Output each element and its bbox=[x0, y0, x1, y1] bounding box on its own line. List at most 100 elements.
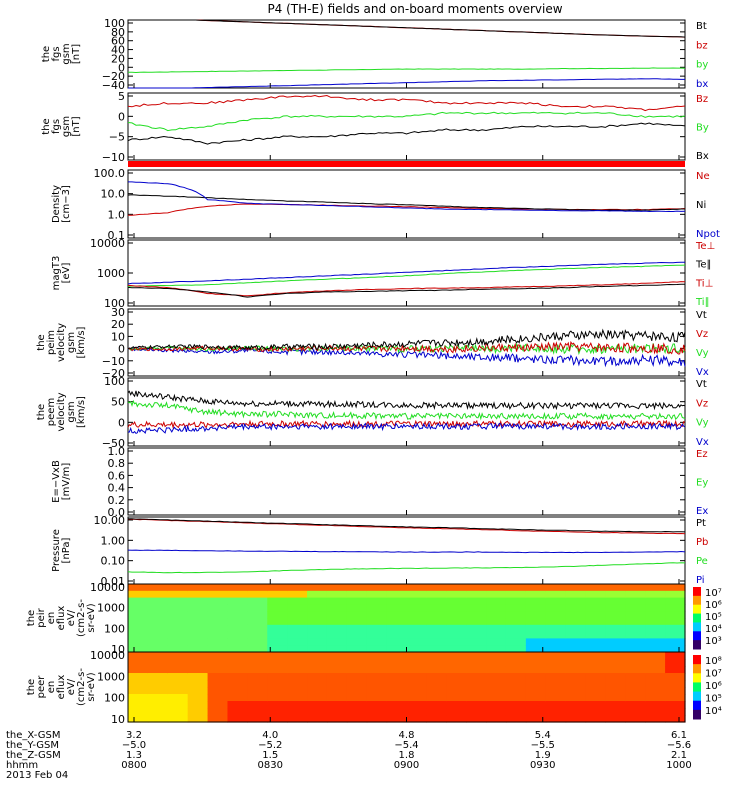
legend-entry: Ni bbox=[696, 200, 706, 211]
legend-entry: bz bbox=[696, 40, 708, 51]
heatmap-cell bbox=[605, 584, 626, 592]
x-axis-value: 1.5 bbox=[262, 750, 278, 761]
y-tick-label: 100 bbox=[104, 17, 125, 30]
heatmap-cell bbox=[227, 631, 248, 639]
y-axis-label: [nT] bbox=[71, 44, 82, 64]
x-axis-value: 6.1 bbox=[671, 730, 687, 741]
heatmap-cell bbox=[187, 687, 209, 695]
heatmap-cell bbox=[227, 597, 248, 605]
heatmap-cell bbox=[665, 611, 686, 619]
heatmap-cell bbox=[187, 708, 209, 716]
heatmap-cell bbox=[545, 611, 567, 619]
heatmap-cell bbox=[406, 624, 427, 633]
heatmap-cell bbox=[585, 708, 607, 716]
heatmap-cell bbox=[446, 624, 467, 633]
legend-entry: By bbox=[696, 123, 709, 134]
heatmap-cell bbox=[187, 604, 209, 612]
heatmap-cell bbox=[406, 638, 427, 646]
heatmap-cell bbox=[207, 618, 229, 626]
heatmap-cell bbox=[267, 624, 288, 633]
heatmap-cell bbox=[366, 708, 388, 716]
heatmap-cell bbox=[625, 645, 646, 653]
heatmap-cell bbox=[665, 590, 686, 599]
heatmap-cell bbox=[665, 666, 686, 674]
y-axis-label: peer bbox=[36, 675, 47, 699]
heatmap-cell bbox=[505, 715, 527, 723]
heatmap-cell bbox=[466, 597, 487, 605]
heatmap-cell bbox=[147, 673, 169, 681]
y-axis-label: [cm−3] bbox=[61, 185, 72, 223]
heatmap-cell bbox=[665, 652, 686, 660]
heatmap-cell bbox=[227, 590, 248, 599]
y-tick-label: 10000 bbox=[90, 649, 125, 662]
heatmap-cell bbox=[605, 590, 626, 599]
heatmap-cell bbox=[525, 701, 547, 709]
heatmap-cell bbox=[366, 694, 388, 702]
legend-entry: Vx bbox=[696, 437, 709, 448]
heatmap-cell bbox=[466, 715, 487, 723]
heatmap-cell bbox=[207, 638, 229, 646]
heatmap-cell bbox=[128, 694, 149, 702]
heatmap-cell bbox=[128, 645, 149, 653]
heatmap-cell bbox=[267, 597, 288, 605]
heatmap-cell bbox=[525, 631, 547, 639]
heatmap-cell bbox=[525, 604, 547, 612]
heatmap-cell bbox=[446, 673, 467, 681]
heatmap-cell bbox=[565, 687, 587, 695]
y-tick-label: −40 bbox=[102, 79, 125, 92]
series-line-green bbox=[127, 264, 686, 287]
heatmap-cell bbox=[267, 687, 288, 695]
heatmap-cell bbox=[446, 652, 467, 660]
heatmap-cell bbox=[326, 666, 348, 674]
y-axis-label: magT3 bbox=[51, 256, 62, 291]
heatmap-cell bbox=[486, 604, 507, 612]
heatmap-cell bbox=[525, 645, 547, 653]
heatmap-cell bbox=[665, 597, 686, 605]
heatmap-cell bbox=[147, 611, 169, 619]
heatmap-cell bbox=[167, 673, 189, 681]
heatmap-cell bbox=[287, 590, 308, 599]
heatmap-cell bbox=[167, 701, 189, 709]
heatmap-cell bbox=[466, 638, 487, 646]
heatmap-cell bbox=[585, 597, 607, 605]
colorbar-swatch bbox=[693, 682, 701, 693]
heatmap-cell bbox=[545, 680, 567, 688]
heatmap-cell bbox=[167, 584, 189, 592]
heatmap-cell bbox=[426, 631, 447, 639]
y-axis-label: (cm2-s- bbox=[76, 668, 87, 706]
heatmap-cell bbox=[247, 645, 268, 653]
heatmap-cell bbox=[147, 687, 169, 695]
heatmap-cell bbox=[287, 673, 308, 681]
heatmap-cell bbox=[167, 694, 189, 702]
heatmap-cell bbox=[486, 590, 507, 599]
heatmap-cell bbox=[565, 645, 587, 653]
y-axis-label: [km/s] bbox=[76, 396, 87, 428]
heatmap-cell bbox=[167, 708, 189, 716]
heatmap-cell bbox=[307, 611, 328, 619]
x-axis-value: 0930 bbox=[530, 760, 555, 771]
heatmap-cell bbox=[187, 645, 209, 653]
heatmap-cell bbox=[625, 604, 646, 612]
heatmap-cell bbox=[505, 666, 527, 674]
x-axis-value: 1000 bbox=[666, 760, 691, 771]
heatmap-cell bbox=[386, 673, 408, 681]
heatmap-cell bbox=[565, 673, 587, 681]
heatmap-cell bbox=[446, 680, 467, 688]
heatmap-cell bbox=[426, 638, 447, 646]
colorbar-label: 10⁶ bbox=[705, 600, 722, 611]
y-axis-label: [nT] bbox=[71, 116, 82, 136]
heatmap-cell bbox=[307, 694, 328, 702]
y-tick-label: 10000 bbox=[90, 237, 125, 250]
heatmap-cell bbox=[545, 694, 567, 702]
heatmap-cell bbox=[247, 666, 268, 674]
panel-p3 bbox=[127, 169, 686, 239]
heatmap-cell bbox=[307, 701, 328, 709]
heatmap-cell bbox=[525, 666, 547, 674]
heatmap-cell bbox=[207, 680, 229, 688]
heatmap-cell bbox=[386, 687, 408, 695]
heatmap-cell bbox=[525, 597, 547, 605]
colorbar-label: 10⁸ bbox=[705, 656, 722, 667]
heatmap-cell bbox=[247, 701, 268, 709]
heatmap-cell bbox=[525, 652, 547, 660]
x-axis-value: 0900 bbox=[394, 760, 419, 771]
